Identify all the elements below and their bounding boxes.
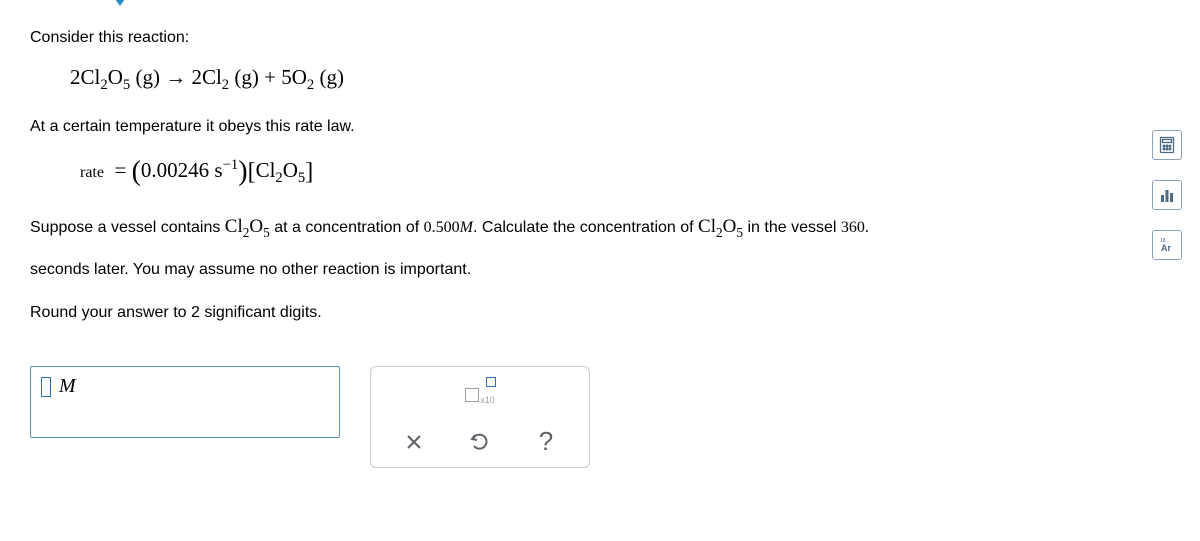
section-arrow-icon xyxy=(110,0,130,11)
question-icon: ? xyxy=(539,426,553,457)
rparen: ) xyxy=(238,156,247,187)
b2-o: O xyxy=(723,216,737,237)
b2-s1: 2 xyxy=(716,224,723,239)
b1-s2: 5 xyxy=(263,224,270,239)
help-button[interactable]: ? xyxy=(533,429,559,455)
clear-button[interactable] xyxy=(401,429,427,455)
rate-intro-text: At a certain temperature it obeys this r… xyxy=(30,114,1150,140)
body-conc: 0.500 xyxy=(424,219,460,236)
answer-input[interactable]: M xyxy=(30,366,340,438)
answer-unit: M xyxy=(59,375,76,398)
sci-x10-label: x10 xyxy=(480,395,495,405)
rhs1-coef: 2 xyxy=(191,65,202,89)
arrow: → xyxy=(165,65,186,89)
body-time: 360. xyxy=(841,219,869,236)
rate-label: rate xyxy=(80,164,104,181)
rate-law: rate = (0.00246 s−1)[Cl2O5] xyxy=(80,153,1150,187)
rbracket: ] xyxy=(305,159,313,185)
rhs1-phase: (g) xyxy=(234,65,259,89)
body-1d: in the vessel xyxy=(743,219,841,236)
rhs2-o: O xyxy=(292,65,307,89)
rate-exp: −1 xyxy=(223,157,239,173)
rate-eq: = xyxy=(114,158,126,182)
body-1b: at a concentration of xyxy=(270,219,424,236)
body-1a: Suppose a vessel contains xyxy=(30,219,225,236)
lhs-cl: Cl xyxy=(81,65,101,89)
b1-cl: Cl xyxy=(225,216,243,237)
bar-chart-icon xyxy=(1158,186,1176,204)
sci-exp-icon xyxy=(486,377,496,387)
reaction-equation: 2Cl2O5 (g) → 2Cl2 (g) + 5O2 (g) xyxy=(70,65,1150,94)
undo-icon xyxy=(470,432,490,452)
lparen: ( xyxy=(132,156,141,187)
rhs2-coef: 5 xyxy=(281,65,292,89)
periodic-table-button[interactable]: 18 Ar xyxy=(1152,230,1182,260)
text-cursor-icon xyxy=(41,377,51,397)
answer-toolbox: x10 ? xyxy=(370,366,590,468)
body-conc-unit: M xyxy=(460,219,473,236)
lhs-coef: 2 xyxy=(70,65,81,89)
sci-base-icon xyxy=(465,388,479,402)
lhs-phase: (g) xyxy=(135,65,160,89)
intro-text: Consider this reaction: xyxy=(30,25,1150,51)
lhs-sub1: 2 xyxy=(100,77,107,93)
close-icon xyxy=(405,433,423,451)
side-toolbar: 18 Ar xyxy=(1152,130,1182,260)
b2-cl: Cl xyxy=(698,216,716,237)
lbracket: [ xyxy=(248,159,256,185)
scientific-notation-button[interactable]: x10 xyxy=(460,379,500,411)
question-content: Consider this reaction: 2Cl2O5 (g) → 2Cl… xyxy=(30,25,1150,468)
body-line-1: Suppose a vessel contains Cl2O5 at a con… xyxy=(30,212,1150,243)
rate-k: 0.00246 xyxy=(141,158,209,182)
rate-sub1: 2 xyxy=(275,171,282,187)
body-line-3: Round your answer to 2 significant digit… xyxy=(30,300,1150,326)
graph-button[interactable] xyxy=(1152,180,1182,210)
periodic-table-icon: 18 Ar xyxy=(1158,236,1176,254)
rhs2-phase: (g) xyxy=(320,65,345,89)
rhs1-cl: Cl xyxy=(202,65,222,89)
rate-s: s xyxy=(214,158,222,182)
svg-text:Ar: Ar xyxy=(1161,243,1171,253)
rhs1-sub: 2 xyxy=(222,77,229,93)
calculator-icon xyxy=(1158,136,1176,154)
calculator-button[interactable] xyxy=(1152,130,1182,160)
plus: + xyxy=(264,65,276,89)
undo-button[interactable] xyxy=(467,429,493,455)
lhs-sub2: 5 xyxy=(123,77,130,93)
body-line-2: seconds later. You may assume no other r… xyxy=(30,257,1150,283)
lhs-o: O xyxy=(108,65,123,89)
rate-cl: Cl xyxy=(256,158,276,182)
rhs2-sub: 2 xyxy=(307,77,314,93)
b1-o: O xyxy=(249,216,263,237)
answer-row: M x10 ? xyxy=(30,366,1150,468)
body-1c: . Calculate the concentration of xyxy=(473,219,698,236)
rate-o: O xyxy=(283,158,298,182)
